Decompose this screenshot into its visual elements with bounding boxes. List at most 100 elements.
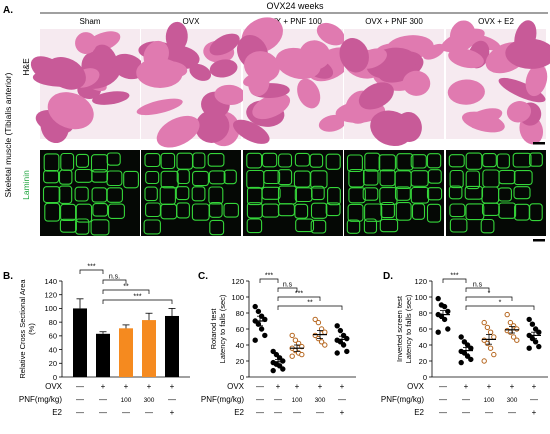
treatment-value: — xyxy=(168,395,176,404)
data-point xyxy=(532,326,539,332)
y-axis-label: Relative Cross Sectional Area xyxy=(18,279,27,379)
data-point xyxy=(318,339,325,345)
treatment-value: 100 xyxy=(484,397,495,404)
data-point xyxy=(289,332,295,339)
row-label-he: H&E xyxy=(21,58,31,76)
data-point xyxy=(292,337,299,343)
y-tick-label: 80 xyxy=(49,318,57,327)
data-point xyxy=(441,303,448,310)
treatment-value: + xyxy=(295,382,300,391)
significance-bracket xyxy=(465,296,513,301)
data-point xyxy=(280,358,286,364)
data-point xyxy=(312,316,318,323)
data-point xyxy=(258,326,265,332)
treatment-row-label: E2 xyxy=(234,408,244,417)
treatment-value: + xyxy=(101,382,106,391)
data-point xyxy=(299,351,305,358)
column-label: Sham xyxy=(80,17,101,26)
treatment-row-label: OVX xyxy=(227,382,245,391)
data-point xyxy=(481,319,487,326)
y-axis-label: (%) xyxy=(27,323,36,335)
column-label: OVX + PNF 100 xyxy=(264,17,322,26)
y-tick-label: 0 xyxy=(423,373,427,382)
column-label: OVX xyxy=(183,17,201,26)
data-point xyxy=(491,351,497,358)
he-micrograph xyxy=(441,20,550,145)
laminin-micrograph xyxy=(344,150,444,236)
significance-label: ** xyxy=(123,284,129,291)
treatment-value: + xyxy=(276,382,281,391)
y-tick-label: 80 xyxy=(236,309,244,318)
treatment-value: — xyxy=(485,408,493,417)
treatment-value: — xyxy=(462,395,470,404)
y-axis-label: Latency to falls (sec) xyxy=(404,294,413,363)
data-point xyxy=(255,308,262,315)
treatment-value: — xyxy=(256,408,264,417)
treatment-value: — xyxy=(274,395,282,404)
data-point xyxy=(468,345,474,351)
treatment-value: + xyxy=(510,382,515,391)
bar xyxy=(119,328,133,377)
row-label-laminin: Laminin xyxy=(21,170,31,200)
y-axis-label: Latency to falls (sec) xyxy=(218,294,227,363)
panel-letter: C. xyxy=(198,271,208,282)
data-point xyxy=(526,316,532,323)
data-point xyxy=(529,321,536,327)
significance-bracket xyxy=(277,305,343,310)
y-tick-label: 120 xyxy=(414,277,427,286)
treatment-value: + xyxy=(532,382,537,391)
treatment-value: — xyxy=(530,395,538,404)
data-point xyxy=(270,348,276,355)
data-point xyxy=(536,329,542,335)
panel-letter: D. xyxy=(383,271,393,282)
data-point xyxy=(504,311,510,318)
significance-label: * xyxy=(499,300,502,307)
significance-bracket xyxy=(102,299,173,304)
treatment-value: + xyxy=(318,382,323,391)
y-tick-label: 40 xyxy=(419,341,427,350)
data-point xyxy=(445,326,451,332)
laminin-micrograph xyxy=(141,150,241,236)
timepoint-label: OVX24 weeks xyxy=(266,1,324,11)
significance-bracket xyxy=(102,289,150,294)
scale-bar xyxy=(533,142,545,145)
treatment-value: — xyxy=(508,408,516,417)
y-tick-label: 100 xyxy=(414,293,427,302)
data-point xyxy=(445,308,451,315)
treatment-value: — xyxy=(338,395,346,404)
laminin-micrograph xyxy=(446,150,546,236)
treatment-value: — xyxy=(256,382,264,391)
y-tick-label: 0 xyxy=(240,373,244,382)
data-point xyxy=(334,323,340,329)
data-point xyxy=(468,356,474,363)
y-tick-label: 60 xyxy=(236,325,244,334)
treatment-value: — xyxy=(462,408,470,417)
data-point xyxy=(273,351,280,358)
he-micrograph xyxy=(30,29,145,144)
treatment-row-label: PNF(mg/kg) xyxy=(19,395,62,404)
data-point xyxy=(435,295,441,302)
data-point xyxy=(458,334,464,340)
significance-bracket xyxy=(442,278,467,283)
y-tick-label: 120 xyxy=(44,291,57,300)
y-tick-label: 40 xyxy=(49,345,57,354)
treatment-value: 300 xyxy=(144,397,155,404)
data-point xyxy=(435,329,441,335)
treatment-value: — xyxy=(439,382,447,391)
significance-label: n.s xyxy=(283,282,293,289)
data-point xyxy=(322,329,328,335)
bar xyxy=(165,315,179,377)
treatment-value: 100 xyxy=(121,397,132,404)
significance-label: n.s xyxy=(473,282,483,289)
y-tick-label: 20 xyxy=(236,357,244,366)
y-tick-label: 100 xyxy=(44,304,57,313)
data-point xyxy=(270,367,276,374)
data-point xyxy=(526,345,532,351)
data-point xyxy=(514,337,520,343)
data-point xyxy=(510,334,517,340)
treatment-value: + xyxy=(170,382,175,391)
significance-label: ** xyxy=(307,300,313,307)
data-point xyxy=(481,358,487,364)
y-tick-label: 100 xyxy=(231,293,244,302)
